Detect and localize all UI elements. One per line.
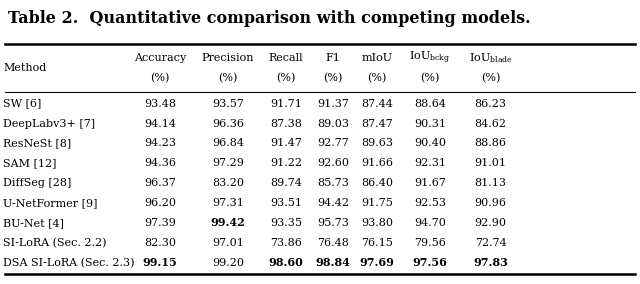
Text: 91.66: 91.66	[361, 158, 393, 168]
Text: ResNeSt [8]: ResNeSt [8]	[3, 138, 72, 149]
Text: 92.77: 92.77	[317, 138, 349, 149]
Text: 99.42: 99.42	[211, 218, 245, 228]
Text: 86.23: 86.23	[474, 99, 507, 109]
Text: 90.31: 90.31	[414, 118, 445, 129]
Text: 92.90: 92.90	[474, 218, 507, 228]
Text: 97.39: 97.39	[144, 218, 176, 228]
Text: 94.36: 94.36	[144, 158, 176, 168]
Text: 88.64: 88.64	[414, 99, 445, 109]
Text: 89.03: 89.03	[317, 118, 349, 129]
Text: 90.96: 90.96	[474, 198, 507, 208]
Text: DiffSeg [28]: DiffSeg [28]	[3, 178, 72, 188]
Text: 97.31: 97.31	[212, 198, 244, 208]
Text: (%): (%)	[150, 73, 170, 83]
Text: 98.60: 98.60	[269, 257, 303, 268]
Text: 92.31: 92.31	[414, 158, 445, 168]
Text: 96.20: 96.20	[144, 198, 176, 208]
Text: 97.56: 97.56	[412, 257, 447, 268]
Text: (%): (%)	[218, 73, 237, 83]
Text: (%): (%)	[276, 73, 296, 83]
Text: 94.23: 94.23	[144, 138, 176, 149]
Text: 90.40: 90.40	[414, 138, 445, 149]
Text: 87.38: 87.38	[270, 118, 302, 129]
Text: 92.53: 92.53	[414, 198, 445, 208]
Text: 91.47: 91.47	[270, 138, 302, 149]
Text: 97.29: 97.29	[212, 158, 244, 168]
Text: 99.20: 99.20	[212, 258, 244, 268]
Text: Table 2.  Quantitative comparison with competing models.: Table 2. Quantitative comparison with co…	[8, 10, 531, 27]
Text: DeepLabv3+ [7]: DeepLabv3+ [7]	[3, 118, 95, 129]
Text: 93.35: 93.35	[270, 218, 302, 228]
Text: (%): (%)	[367, 73, 387, 83]
Text: 94.14: 94.14	[144, 118, 176, 129]
Text: 98.84: 98.84	[316, 257, 350, 268]
Text: 73.86: 73.86	[270, 238, 302, 248]
Text: mIoU: mIoU	[362, 53, 392, 63]
Text: 95.73: 95.73	[317, 218, 349, 228]
Text: (%): (%)	[323, 73, 342, 83]
Text: 87.47: 87.47	[361, 118, 393, 129]
Text: 93.48: 93.48	[144, 99, 176, 109]
Text: Precision: Precision	[202, 53, 254, 63]
Text: 97.01: 97.01	[212, 238, 244, 248]
Text: 96.84: 96.84	[212, 138, 244, 149]
Text: 86.40: 86.40	[361, 178, 393, 188]
Text: 72.74: 72.74	[475, 238, 506, 248]
Text: DSA SI-LoRA (Sec. 2.3): DSA SI-LoRA (Sec. 2.3)	[3, 258, 134, 268]
Text: Method: Method	[3, 63, 47, 73]
Text: 91.01: 91.01	[474, 158, 507, 168]
Text: IoU$_{\mathregular{blade}}$: IoU$_{\mathregular{blade}}$	[468, 51, 513, 65]
Text: IoU$_{\mathregular{bckg}}$: IoU$_{\mathregular{bckg}}$	[409, 50, 451, 66]
Text: 96.36: 96.36	[212, 118, 244, 129]
Text: 83.20: 83.20	[212, 178, 244, 188]
Text: SAM [12]: SAM [12]	[3, 158, 57, 168]
Text: 97.83: 97.83	[473, 257, 508, 268]
Text: 93.80: 93.80	[361, 218, 393, 228]
Text: 96.37: 96.37	[144, 178, 176, 188]
Text: 87.44: 87.44	[361, 99, 393, 109]
Text: 94.42: 94.42	[317, 198, 349, 208]
Text: 88.86: 88.86	[474, 138, 507, 149]
Text: 82.30: 82.30	[144, 238, 176, 248]
Text: SW [6]: SW [6]	[3, 99, 42, 109]
Text: 91.67: 91.67	[414, 178, 445, 188]
Text: 92.60: 92.60	[317, 158, 349, 168]
Text: 91.75: 91.75	[361, 198, 393, 208]
Text: SI-LoRA (Sec. 2.2): SI-LoRA (Sec. 2.2)	[3, 238, 107, 248]
Text: 97.69: 97.69	[360, 257, 394, 268]
Text: F1: F1	[325, 53, 340, 63]
Text: 91.71: 91.71	[270, 99, 302, 109]
Text: 85.73: 85.73	[317, 178, 349, 188]
Text: Accuracy: Accuracy	[134, 53, 186, 63]
Text: 91.37: 91.37	[317, 99, 349, 109]
Text: 94.70: 94.70	[414, 218, 445, 228]
Text: 93.51: 93.51	[270, 198, 302, 208]
Text: 81.13: 81.13	[474, 178, 507, 188]
Text: 93.57: 93.57	[212, 99, 244, 109]
Text: 99.15: 99.15	[143, 257, 177, 268]
Text: (%): (%)	[481, 73, 500, 83]
Text: 76.15: 76.15	[361, 238, 393, 248]
Text: BU-Net [4]: BU-Net [4]	[3, 218, 64, 228]
Text: (%): (%)	[420, 73, 440, 83]
Text: 84.62: 84.62	[474, 118, 507, 129]
Text: 89.74: 89.74	[270, 178, 302, 188]
Text: U-NetFormer [9]: U-NetFormer [9]	[3, 198, 98, 208]
Text: 76.48: 76.48	[317, 238, 349, 248]
Text: 89.63: 89.63	[361, 138, 393, 149]
Text: Recall: Recall	[269, 53, 303, 63]
Text: 79.56: 79.56	[414, 238, 445, 248]
Text: 91.22: 91.22	[270, 158, 302, 168]
